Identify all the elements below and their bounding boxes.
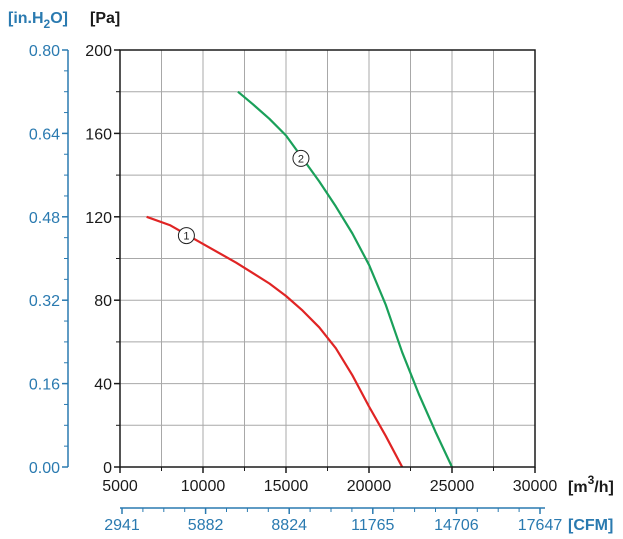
- y-tick-label: 120: [85, 210, 112, 227]
- y2-tick-label: 0.32: [29, 293, 60, 310]
- y-tick-label: 0: [103, 460, 112, 477]
- x2-unit-label: [CFM]: [568, 517, 613, 534]
- curves: 12: [146, 90, 453, 468]
- x-tick-label: 5000: [102, 478, 138, 495]
- x-tick-label: 15000: [264, 478, 309, 495]
- y2-unit-label: [in.H2O]: [8, 10, 68, 31]
- y-tick-label: 40: [94, 377, 112, 394]
- tick-labels: 0 40 80 120 160 200 5000 10000 15000 20000 25000 30…: [29, 43, 562, 534]
- x2-tick-label: 2941: [104, 517, 140, 534]
- y2-tick-label: 0.64: [29, 126, 60, 143]
- series-2-curve: [237, 90, 453, 468]
- x-tick-label: 10000: [181, 478, 226, 495]
- series-2-marker-circle: [292, 149, 310, 167]
- x-tick-label: 30000: [513, 478, 558, 495]
- x2-tick-label: 17647: [518, 517, 563, 534]
- y-tick-label: 80: [94, 293, 112, 310]
- grid: [120, 50, 535, 467]
- series-1-marker-circle: [177, 227, 195, 245]
- series-1-curve: [146, 215, 404, 468]
- y2-tick-label: 0.48: [29, 210, 60, 227]
- y-tick-label: 200: [85, 43, 112, 60]
- y2-tick-label: 0.80: [29, 43, 60, 60]
- axes: [62, 49, 545, 514]
- x2-tick-label: 14706: [434, 517, 479, 534]
- x2-tick-label: 11765: [351, 517, 394, 534]
- y2-tick-label: 0.16: [29, 377, 60, 394]
- y-unit-label: [Pa]: [90, 10, 120, 27]
- x2-tick-label: 8824: [271, 517, 307, 534]
- x-tick-label: 25000: [430, 478, 475, 495]
- x-tick-label: 20000: [347, 478, 392, 495]
- series-2-marker-label: 2: [298, 153, 304, 165]
- x-unit-label: [m3/h]: [568, 473, 614, 496]
- series-1-marker-label: 1: [183, 231, 189, 243]
- y2-tick-label: 0.00: [29, 460, 60, 477]
- y-tick-label: 160: [85, 126, 112, 143]
- x2-tick-label: 5882: [188, 517, 224, 534]
